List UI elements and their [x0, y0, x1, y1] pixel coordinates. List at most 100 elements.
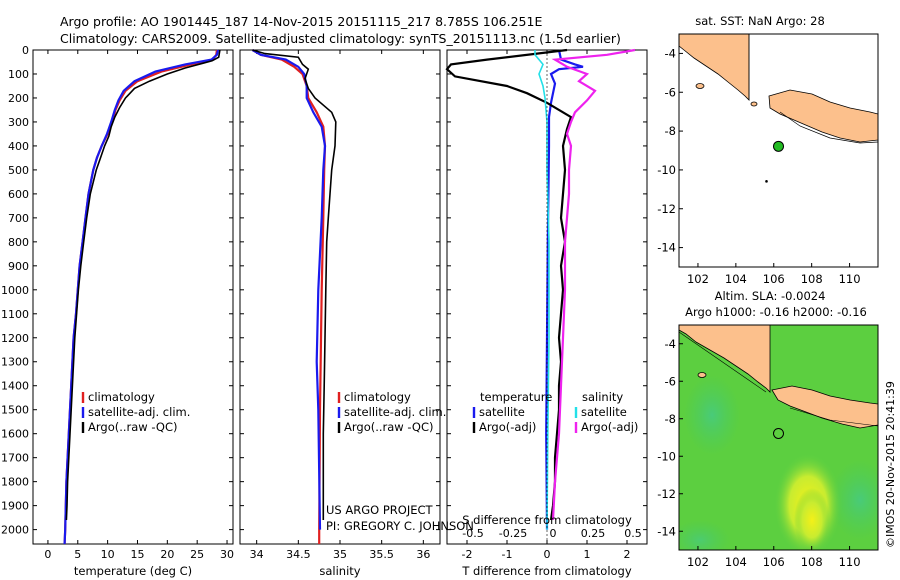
argo-location-marker: [773, 427, 784, 439]
map-x-tick-label: 106: [763, 555, 785, 569]
x-tick-label: 1: [584, 548, 591, 561]
sla-map: [679, 325, 878, 550]
depth-tick-label: 700: [8, 212, 29, 225]
island: [695, 83, 705, 89]
salinity-plot: 34 34.5 35 35.5 36 climatologysatellite-adj. …: [250, 49, 446, 561]
depth-tick-label: 1300: [1, 356, 29, 369]
legend-label: Argo(..raw -QC): [344, 420, 434, 434]
legend-header: salinity: [582, 390, 623, 404]
map-x-tick-label: 102: [687, 555, 709, 569]
legend-label: satellite-adj. clim.: [88, 405, 190, 419]
series-line-salinity_satellite: [534, 50, 550, 530]
map-x-tick-label: 108: [801, 272, 823, 286]
series-line-argo: [252, 49, 337, 520]
map-x-tick-label: 108: [801, 555, 823, 569]
series-line-salinity_argo: [551, 48, 636, 521]
x-tick-label: 2: [624, 548, 631, 561]
series-line-argo: [65, 49, 221, 521]
island-dot: [765, 180, 768, 183]
legend-label: climatology: [344, 390, 411, 404]
map-y-tick-label: -4: [665, 46, 676, 60]
x-tick-label: 34.5: [286, 548, 311, 561]
depth-tick-label: 1500: [1, 404, 29, 417]
depth-tick-label: 1700: [1, 452, 29, 465]
sumatra-land: [679, 325, 771, 393]
depth-axis: 0 100 200 300 400 500 600 700 800 900 1000 1100 1200…: [1, 44, 647, 537]
depth-tick-label: 100: [8, 68, 29, 81]
map-y-tick-label: -10: [657, 163, 676, 177]
x-tick-label: 0: [44, 548, 51, 561]
sla-map-subtitle: Argo h1000: -0.16 h2000: -0.16: [685, 305, 867, 319]
depth-tick-label: 1800: [1, 476, 29, 489]
series-line-argo: [445, 48, 573, 521]
x-tick-label: 36: [416, 548, 430, 561]
depth-tick-label: 300: [8, 116, 29, 129]
depth-tick-label: 1900: [1, 500, 29, 513]
map-y-tick-label: -12: [657, 202, 676, 216]
depth-tick-label: 600: [8, 188, 29, 201]
figure-subtitle: Climatology: CARS2009. Satellite-adjuste…: [60, 31, 621, 46]
x-tick-label: 30: [220, 548, 234, 561]
s-tick-label: 0.5: [624, 527, 642, 540]
series-line-satellite: [251, 49, 327, 530]
map-y-tick-label: -8: [665, 412, 676, 426]
map-y-tick-label: -10: [657, 449, 676, 463]
series-line-satellite: [63, 49, 220, 545]
sst-map-frame: [678, 33, 879, 268]
difference-plot: -2 -1 0 1 2 -0.5 -0.25 0 0.25 0.5 temperature salin…: [445, 48, 642, 561]
map-x-tick-label: 110: [839, 272, 861, 286]
x-tick-label: 35.5: [369, 548, 394, 561]
map-x-tick-label: 110: [839, 555, 861, 569]
depth-tick-label: 1400: [1, 380, 29, 393]
depth-tick-label: 2000: [1, 524, 29, 537]
sst-map-axes: 102 104 106 108 110 -4 -6 -8 -10 -12 -14: [657, 46, 860, 286]
argo-location-marker: [773, 140, 784, 152]
sst-map-title: sat. SST: NaN Argo: 28: [695, 14, 825, 28]
x-tick-label: 10: [101, 548, 115, 561]
map-y-tick-label: -14: [657, 524, 676, 538]
temperature-plot-frame: [32, 49, 234, 545]
map-x-tick-label: 106: [763, 272, 785, 286]
legend-label: Argo(-adj): [581, 420, 638, 434]
s-tick-label: -0.25: [499, 527, 527, 540]
map-x-tick-label: 102: [687, 272, 709, 286]
salinity-xlabel: salinity: [319, 564, 360, 578]
java-land: [771, 385, 878, 429]
pi-credit: PI: GREGORY C. JOHNSON: [326, 519, 474, 533]
difference-xlabel: T difference from climatology: [461, 564, 632, 578]
x-tick-label: 34: [250, 548, 264, 561]
legend-label: satellite: [479, 405, 525, 419]
series-line-climatology: [63, 49, 218, 545]
imos-credit: ©IMOS 20-Nov-2015 20:41:39: [884, 381, 897, 548]
legend-label: Argo(..raw -QC): [88, 420, 178, 434]
sla-map-frame: [678, 324, 879, 551]
depth-tick-label: 900: [8, 260, 29, 273]
series-line-climatology: [251, 49, 327, 544]
map-y-tick-label: -14: [657, 241, 676, 255]
depth-tick-label: 1100: [1, 308, 29, 321]
difference-top-label: S difference from climatology: [462, 513, 632, 527]
map-y-tick-label: -4: [665, 337, 676, 351]
map-y-tick-label: -8: [665, 124, 676, 138]
x-tick-label: 20: [160, 548, 174, 561]
x-tick-label: 5: [74, 548, 81, 561]
depth-tick-label: 800: [8, 236, 29, 249]
s-tick-label: 0.25: [581, 527, 606, 540]
legend-label: satellite: [581, 405, 627, 419]
x-tick-label: 15: [130, 548, 144, 561]
figure-title: Argo profile: AO 1901445_187 14-Nov-2015…: [60, 14, 542, 29]
map-x-tick-label: 104: [725, 555, 747, 569]
legend-label: satellite-adj. clim.: [344, 405, 446, 419]
project-credit: US ARGO PROJECT: [326, 503, 434, 517]
legend-label: climatology: [88, 390, 155, 404]
temperature-xlabel: temperature (deg C): [74, 564, 192, 578]
map-y-tick-label: -6: [665, 374, 676, 388]
depth-tick-label: 1600: [1, 428, 29, 441]
salinity-plot-frame: [239, 49, 441, 545]
x-tick-label: 0: [544, 548, 551, 561]
x-tick-label: 35: [333, 548, 347, 561]
depth-tick-label: 400: [8, 140, 29, 153]
sla-map-title: Altim. SLA: -0.0024: [715, 289, 826, 303]
legend-label: Argo(-adj): [479, 420, 536, 434]
